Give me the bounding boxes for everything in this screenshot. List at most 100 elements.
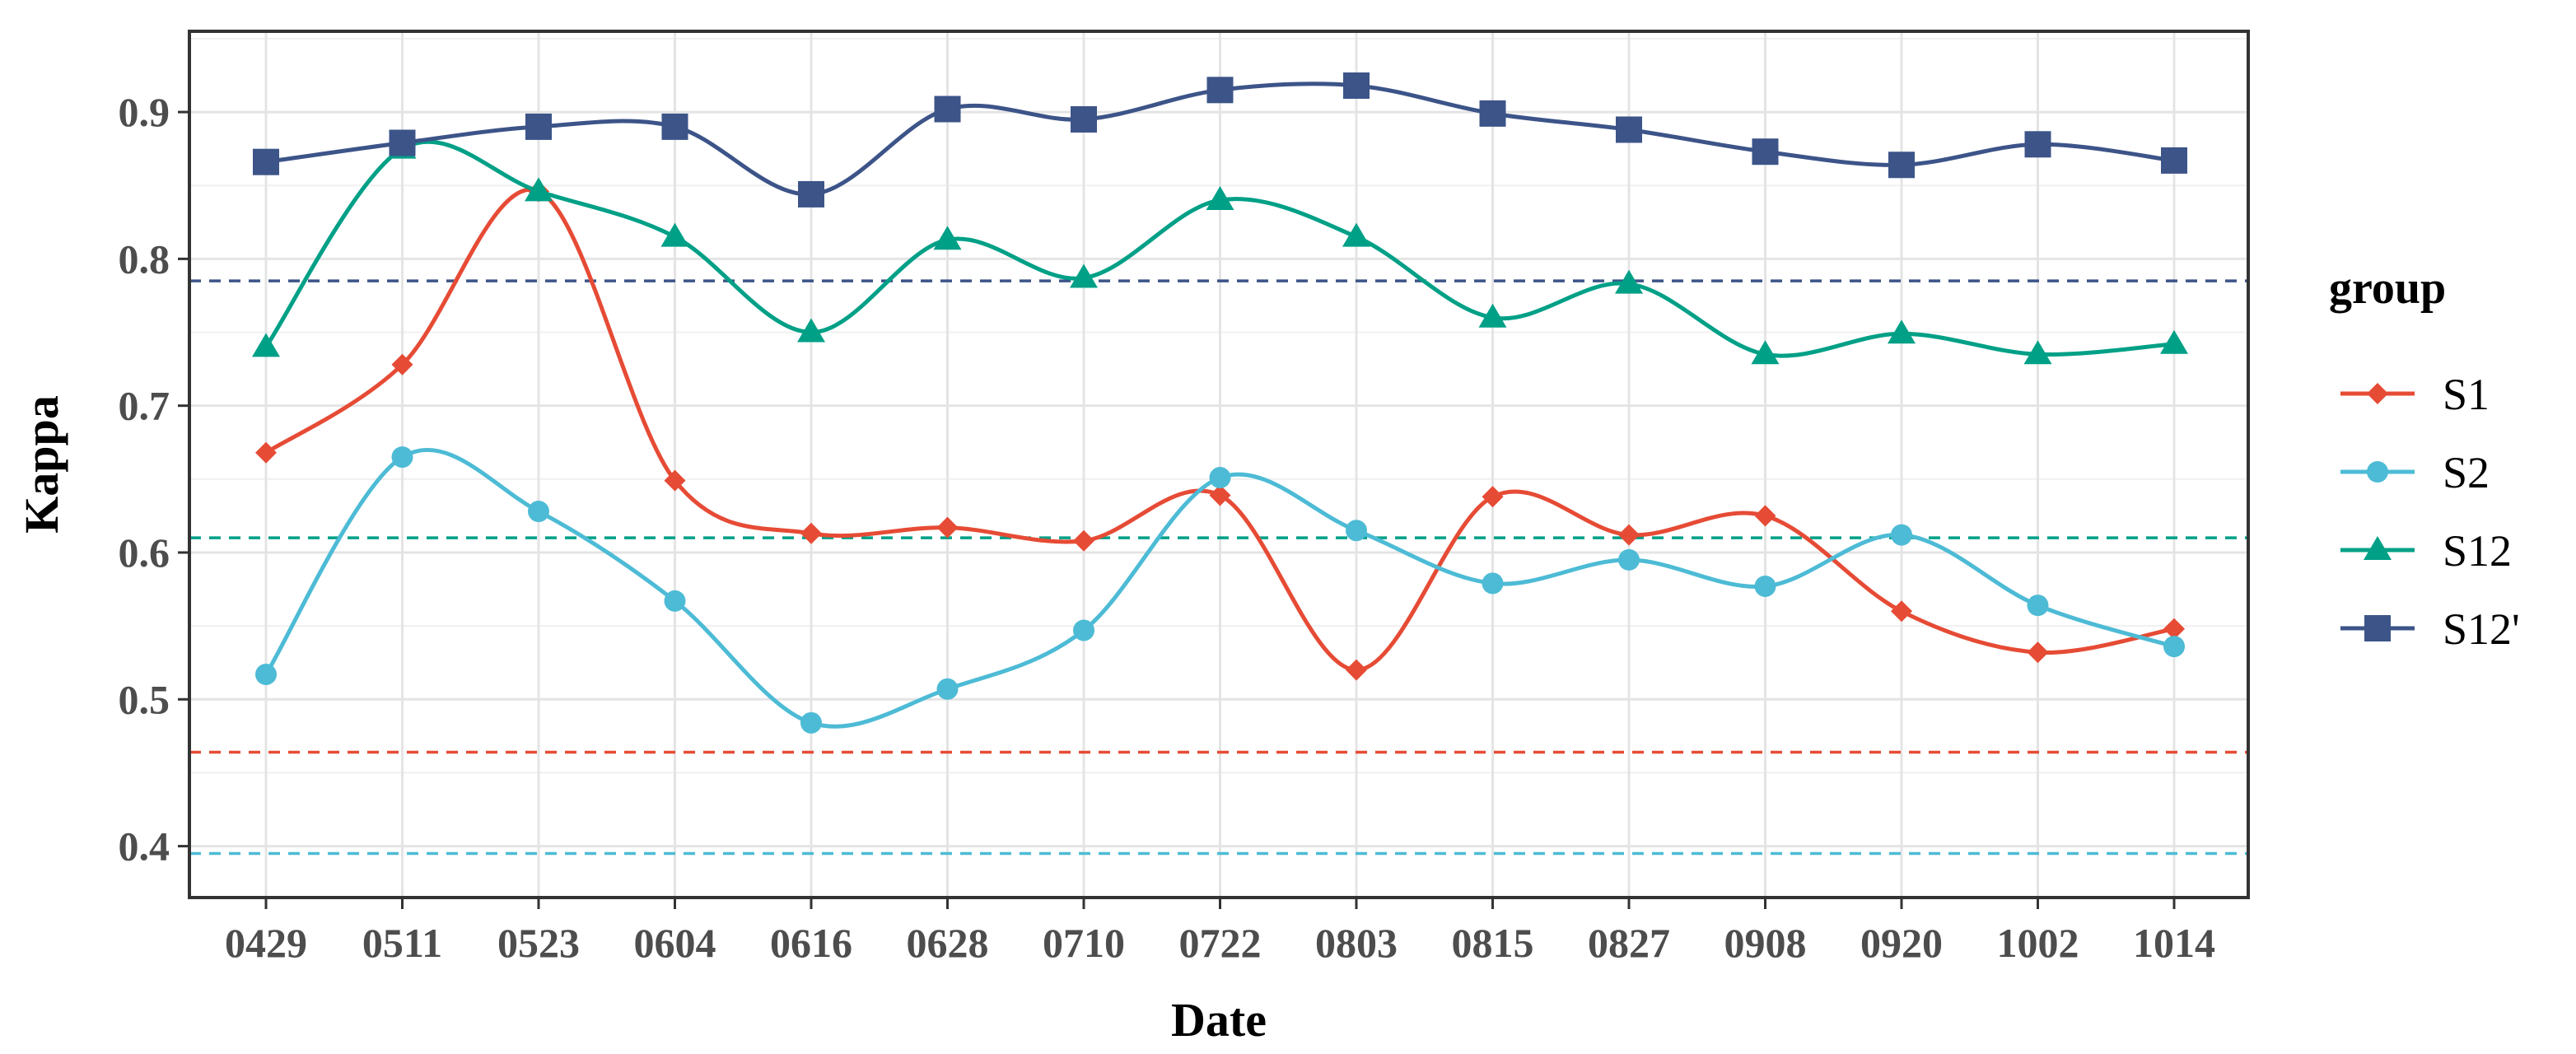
data-point <box>2161 147 2187 174</box>
data-point <box>1209 467 1231 489</box>
data-point <box>664 590 686 612</box>
legend-item: S1 <box>2340 370 2490 419</box>
legend-key-marker <box>2367 383 2388 404</box>
data-point <box>1888 319 1916 344</box>
series-4 <box>253 72 2187 208</box>
y-tick-label: 0.9 <box>119 89 170 135</box>
x-axis-title: Date <box>1171 993 1267 1047</box>
data-point <box>389 129 416 156</box>
data-point <box>253 148 279 175</box>
legend-title: group <box>2329 263 2446 314</box>
data-point <box>1070 264 1098 288</box>
data-point <box>1343 72 1370 99</box>
x-tick-label: 0523 <box>497 920 580 966</box>
legend-label: S12' <box>2443 604 2520 654</box>
data-point <box>1209 484 1231 506</box>
data-point <box>1615 269 1643 294</box>
series-line <box>264 447 2175 729</box>
x-tick-label: 0827 <box>1588 920 1670 966</box>
data-point <box>1206 77 1234 104</box>
series-2 <box>255 446 2185 734</box>
x-tick-label: 0616 <box>770 920 852 966</box>
data-point <box>1346 520 1367 542</box>
data-point <box>525 177 553 202</box>
data-point <box>2023 340 2052 365</box>
y-tick-label: 0.6 <box>119 529 170 576</box>
data-point <box>525 113 552 140</box>
data-point <box>933 226 962 250</box>
data-point <box>1482 572 1504 595</box>
legend-item: S12 <box>2340 526 2512 576</box>
data-point <box>1482 486 1504 508</box>
x-tick-label: 0429 <box>225 920 307 966</box>
data-point <box>798 180 824 208</box>
data-point <box>936 516 959 539</box>
y-tick-label: 0.8 <box>119 236 170 282</box>
x-tick-label: 0920 <box>1860 920 1943 966</box>
data-point <box>1073 529 1094 552</box>
y-tick-label: 0.4 <box>119 823 170 870</box>
legend-item: S12' <box>2340 604 2520 654</box>
series-layer <box>252 72 2188 734</box>
legend-key-marker <box>2367 461 2388 483</box>
series-1 <box>255 180 2185 681</box>
data-point <box>936 678 959 700</box>
x-tick-label: 1002 <box>1997 920 2079 966</box>
x-tick-label: 0908 <box>1724 920 1807 966</box>
data-point <box>1618 548 1640 571</box>
data-point <box>661 113 688 140</box>
data-point <box>2024 131 2051 158</box>
x-tick-label: 0722 <box>1179 920 1262 966</box>
legend-key-marker <box>2364 615 2391 641</box>
data-point <box>2163 636 2185 658</box>
data-point <box>1073 619 1094 641</box>
data-point <box>934 96 961 123</box>
data-point <box>1752 138 1779 166</box>
legend: group S1 S2 S12 S12' <box>2329 263 2520 654</box>
legend-item: S2 <box>2340 448 2490 497</box>
legend-label: S1 <box>2443 370 2490 419</box>
y-axis-title: Kappa <box>15 395 68 534</box>
data-point <box>1888 152 1915 179</box>
x-tick-label: 0511 <box>362 920 442 966</box>
data-point <box>1891 600 1912 623</box>
data-point <box>664 469 686 492</box>
legend-label: S2 <box>2443 448 2490 497</box>
data-point <box>1616 116 1642 143</box>
data-point <box>1479 100 1506 127</box>
data-point <box>2027 595 2049 617</box>
data-point <box>528 501 549 523</box>
data-point <box>797 318 825 343</box>
legend-label: S12 <box>2443 526 2512 576</box>
axis-layer: 0.4 0.5 0.6 0.7 0.8 0.9 0429 0511 0523 0604 0616 06… <box>119 89 2216 966</box>
data-point <box>800 522 822 544</box>
x-tick-label: 0815 <box>1452 920 1534 966</box>
data-point <box>2027 641 2049 664</box>
data-point <box>1346 659 1367 681</box>
x-tick-label: 1014 <box>2133 920 2215 966</box>
data-point <box>1478 303 1507 328</box>
y-tick-label: 0.5 <box>119 676 170 722</box>
reference-lines <box>189 279 2248 856</box>
data-point <box>1891 524 1912 546</box>
x-tick-label: 0604 <box>634 920 716 966</box>
legend-items: S1 S2 S12 S12' <box>2340 370 2520 654</box>
data-point <box>1342 222 1370 247</box>
x-tick-label: 0710 <box>1043 920 1125 966</box>
data-point <box>800 711 822 734</box>
data-point <box>1754 575 1776 597</box>
series-line <box>264 187 2175 673</box>
data-point <box>255 441 277 464</box>
data-point <box>1751 340 1780 365</box>
data-point <box>1071 105 1097 133</box>
data-point <box>255 663 277 685</box>
data-point <box>2163 618 2185 640</box>
data-point <box>252 333 280 357</box>
data-point <box>391 446 413 469</box>
x-tick-label: 0628 <box>907 920 989 966</box>
data-point <box>1618 524 1640 546</box>
y-tick-label: 0.7 <box>119 383 170 429</box>
series-line <box>264 139 2175 358</box>
legend-key-marker <box>2364 536 2392 560</box>
